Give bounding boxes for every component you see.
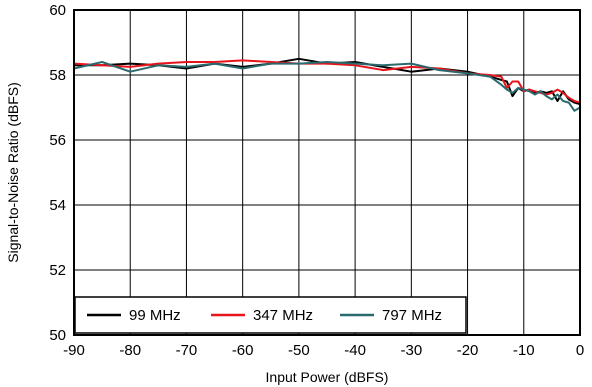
series-line-3 xyxy=(73,61,581,112)
x-tick-label: -60 xyxy=(232,342,254,359)
x-tick-label: -20 xyxy=(457,342,479,359)
y-tick-label: 60 xyxy=(49,2,66,19)
x-tick-label: -90 xyxy=(63,342,85,359)
x-axis-title: Input Power (dBFS) xyxy=(266,369,389,385)
x-tick-label: -50 xyxy=(288,342,310,359)
legend-entry-label: 347 MHz xyxy=(253,307,313,324)
series-line-2 xyxy=(73,59,581,104)
plot-frame xyxy=(73,9,581,336)
y-tick-label: 54 xyxy=(49,197,66,214)
y-tick-label: 56 xyxy=(49,132,66,149)
x-tick-label: -80 xyxy=(119,342,141,359)
y-tick-label: 58 xyxy=(49,67,66,84)
legend-entry-label: 99 MHz xyxy=(129,307,181,324)
x-tick-label: -10 xyxy=(513,342,535,359)
x-tick-label: -30 xyxy=(400,342,422,359)
series-layer xyxy=(73,57,581,112)
y-tick-label: 50 xyxy=(49,327,66,344)
legend-entry-label: 797 MHz xyxy=(382,307,442,324)
y-axis-title: Signal-to-Noise Ratio (dBFS) xyxy=(5,82,21,263)
x-tick-label: -40 xyxy=(344,342,366,359)
legend: 99 MHz 347 MHz 797 MHz xyxy=(74,296,467,334)
y-tick-label: 52 xyxy=(49,262,66,279)
tick-labels: -90 -80 -70 -60 -50 -40 -30 -20 -10 0 50 52 54 56 58 60 xyxy=(49,2,584,359)
x-tick-label: -70 xyxy=(176,342,198,359)
legend-box xyxy=(74,296,467,334)
grid-lines xyxy=(74,10,580,335)
x-tick-label: 0 xyxy=(576,342,584,359)
